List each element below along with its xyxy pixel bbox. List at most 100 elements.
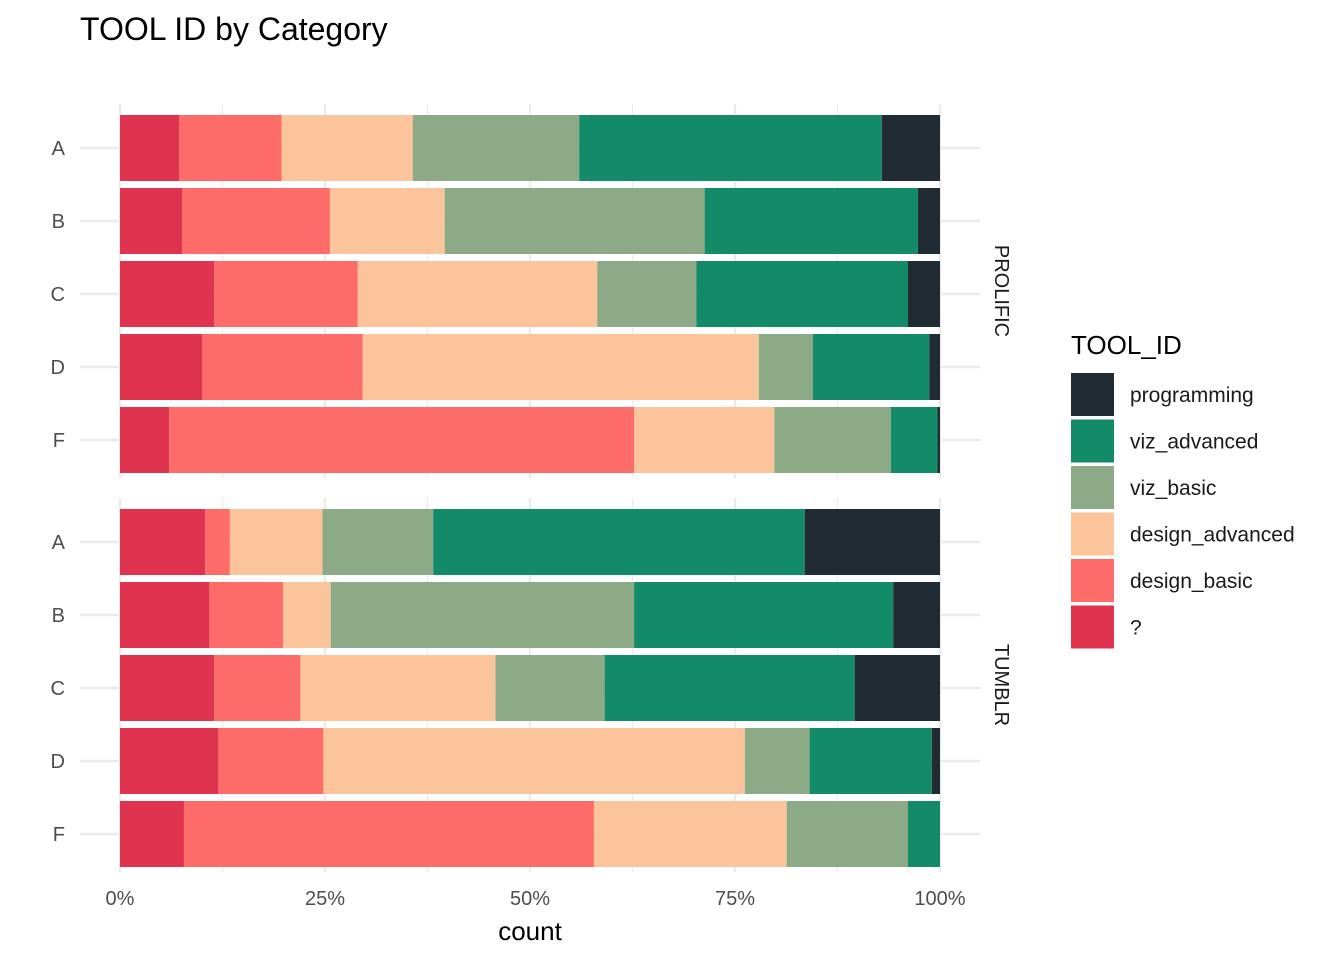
bar-segment-unknown	[120, 261, 215, 327]
bar-segment-programming	[893, 582, 940, 648]
bar-segment-viz-basic	[597, 261, 697, 327]
bar-segment-design-advanced	[323, 728, 745, 794]
legend-swatch	[1071, 605, 1114, 649]
bar-tumblr-d	[120, 728, 940, 794]
legend-label: design_advanced	[1130, 524, 1295, 547]
bar-segment-design-advanced	[329, 188, 445, 254]
bar-segment-viz-advanced	[604, 655, 855, 721]
bar-segment-programming	[917, 188, 940, 254]
bar-segment-design-basic	[202, 334, 363, 400]
legend-label: viz_basic	[1130, 477, 1216, 500]
x-tick-label: 25%	[305, 888, 345, 910]
legend-label: ?	[1130, 617, 1142, 640]
bar-segment-design-basic	[169, 407, 635, 473]
legend-swatch	[1071, 559, 1114, 602]
bar-prolific-c	[120, 261, 940, 327]
bar-segment-design-basic	[218, 728, 324, 794]
bar-prolific-f	[120, 407, 940, 473]
bar-segment-programming	[929, 334, 940, 400]
y-tick-label: C	[51, 284, 65, 306]
y-tick-label: B	[52, 211, 65, 233]
bar-segment-design-advanced	[593, 801, 787, 867]
bar-tumblr-a	[120, 509, 940, 575]
bar-segment-viz-basic	[786, 801, 909, 867]
bar-segment-design-basic	[183, 801, 594, 867]
bar-segment-viz-basic	[774, 407, 891, 473]
bar-segment-viz-advanced	[696, 261, 909, 327]
legend-swatch	[1071, 373, 1114, 416]
bar-segment-unknown	[120, 655, 215, 721]
bar-segment-viz-advanced	[704, 188, 918, 254]
bar-segment-unknown	[120, 115, 180, 181]
x-axis-title: count	[498, 916, 562, 946]
facet-strip-label: PROLIFIC	[990, 245, 1012, 337]
bar-prolific-d	[120, 334, 940, 400]
bar-tumblr-b	[120, 582, 940, 648]
bar-segment-design-advanced	[229, 509, 323, 575]
bar-segment-viz-basic	[495, 655, 605, 721]
y-tick-label: A	[52, 532, 66, 554]
bar-segment-viz-advanced	[579, 115, 882, 181]
bar-segment-programming	[937, 407, 940, 473]
panel-tumblr: A B C D F TUMBLR	[51, 498, 1012, 872]
legend-title: TOOL_ID	[1071, 330, 1182, 360]
bar-segment-viz-advanced	[809, 728, 932, 794]
bar-segment-unknown	[120, 407, 170, 473]
bar-segment-design-advanced	[357, 261, 598, 327]
bar-segment-viz-basic	[758, 334, 813, 400]
bar-prolific-a	[120, 115, 940, 181]
bar-segment-unknown	[120, 582, 210, 648]
bar-segment-design-advanced	[281, 115, 413, 181]
bar-segment-unknown	[120, 728, 219, 794]
bar-segment-viz-basic	[412, 115, 580, 181]
bar-segment-unknown	[120, 334, 202, 400]
bar-segment-viz-advanced	[890, 407, 938, 473]
bar-segment-programming	[931, 728, 940, 794]
bar-segment-design-advanced	[362, 334, 759, 400]
bar-segment-design-basic	[214, 655, 301, 721]
bar-segment-viz-advanced	[433, 509, 805, 575]
bar-segment-programming	[854, 655, 940, 721]
y-tick-label: C	[51, 678, 65, 700]
bar-segment-viz-advanced	[908, 801, 940, 867]
bar-segment-design-advanced	[300, 655, 496, 721]
bar-segment-design-advanced	[634, 407, 775, 473]
panel-prolific: A B C D F PROLIFIC	[51, 104, 1012, 478]
legend-swatch	[1071, 419, 1114, 463]
bar-segment-design-basic	[182, 188, 330, 254]
bar-segment-viz-basic	[744, 728, 810, 794]
bar-segment-viz-advanced	[812, 334, 930, 400]
y-tick-label: D	[51, 357, 65, 379]
x-tick-label: 0%	[106, 888, 135, 910]
bar-segment-design-basic	[209, 582, 284, 648]
facet-strip-label: TUMBLR	[990, 644, 1012, 726]
legend-label: viz_advanced	[1130, 431, 1258, 454]
bar-segment-design-basic	[214, 261, 358, 327]
bar-segment-programming	[908, 261, 940, 327]
facet-panels: A B C D F PROLIFIC A B C D F TUMBLR	[51, 104, 1012, 872]
bar-segment-unknown	[120, 509, 206, 575]
bar-segment-unknown	[120, 188, 183, 254]
y-tick-label: A	[52, 138, 66, 160]
bar-segment-design-basic	[205, 509, 230, 575]
y-tick-label: B	[52, 605, 65, 627]
legend-label: programming	[1130, 384, 1254, 407]
bar-segment-viz-basic	[444, 188, 705, 254]
y-tick-label: D	[51, 751, 65, 773]
y-tick-label: F	[53, 824, 65, 846]
bar-tumblr-f	[120, 801, 940, 867]
bar-prolific-b	[120, 188, 940, 254]
bar-segment-viz-basic	[322, 509, 434, 575]
x-tick-label: 100%	[914, 888, 965, 910]
bar-segment-programming	[804, 509, 940, 575]
bar-segment-unknown	[120, 801, 184, 867]
legend: TOOL_ID programming viz_advanced viz_basic…	[1071, 330, 1295, 649]
x-tick-label: 50%	[510, 888, 550, 910]
chart-title: TOOL ID by Category	[80, 11, 388, 47]
x-tick-label: 75%	[715, 888, 755, 910]
y-tick-label: F	[53, 430, 65, 452]
bar-segment-design-advanced	[283, 582, 331, 648]
bar-segment-viz-basic	[330, 582, 635, 648]
